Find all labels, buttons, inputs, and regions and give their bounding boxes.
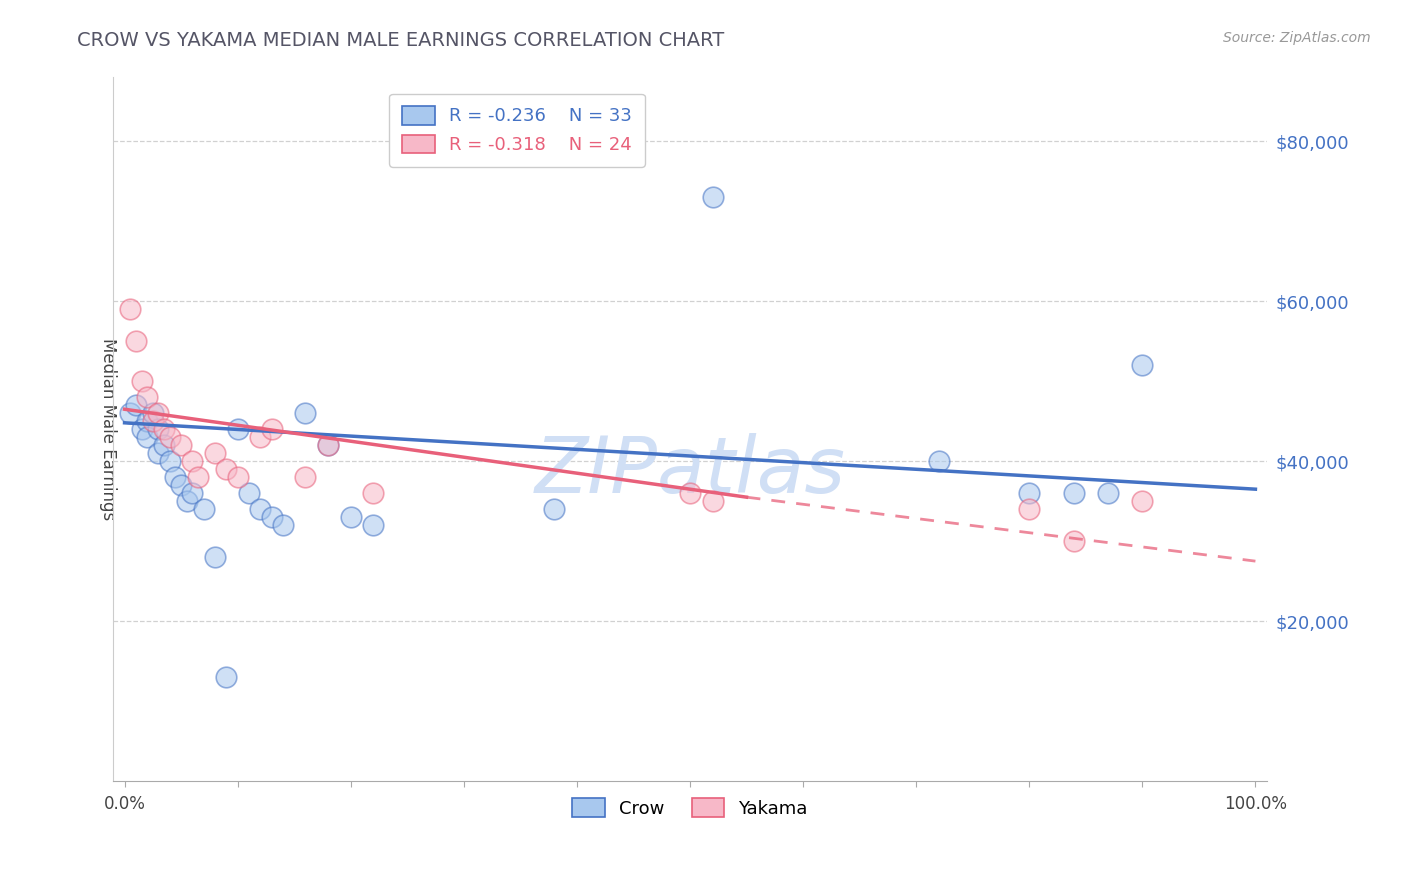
Point — [339, 510, 361, 524]
Point — [316, 438, 339, 452]
Text: CROW VS YAKAMA MEDIAN MALE EARNINGS CORRELATION CHART: CROW VS YAKAMA MEDIAN MALE EARNINGS CORR… — [77, 31, 724, 50]
Point — [131, 374, 153, 388]
Point — [702, 190, 724, 204]
Point — [238, 486, 260, 500]
Text: Source: ZipAtlas.com: Source: ZipAtlas.com — [1223, 31, 1371, 45]
Point — [215, 670, 238, 684]
Point — [249, 502, 271, 516]
Point — [260, 510, 283, 524]
Point — [120, 302, 142, 317]
Point — [148, 422, 170, 436]
Point — [159, 430, 181, 444]
Point — [170, 478, 193, 492]
Legend: Crow, Yakama: Crow, Yakama — [565, 791, 815, 825]
Point — [170, 438, 193, 452]
Point — [204, 446, 226, 460]
Point — [125, 334, 148, 349]
Point — [136, 390, 159, 404]
Point — [181, 454, 204, 468]
Point — [1097, 486, 1119, 500]
Text: ZIPatlas: ZIPatlas — [534, 434, 845, 509]
Point — [153, 438, 176, 452]
Point — [271, 518, 294, 533]
Point — [204, 550, 226, 565]
Point — [136, 430, 159, 444]
Point — [181, 486, 204, 500]
Point — [226, 470, 249, 484]
Point — [142, 406, 165, 420]
Point — [148, 406, 170, 420]
Point — [260, 422, 283, 436]
Point — [1063, 486, 1085, 500]
Point — [176, 494, 198, 508]
Point — [316, 438, 339, 452]
Point — [136, 414, 159, 428]
Point — [702, 494, 724, 508]
Point — [1018, 486, 1040, 500]
Point — [131, 422, 153, 436]
Point — [363, 518, 385, 533]
Point — [294, 406, 316, 420]
Point — [928, 454, 950, 468]
Point — [187, 470, 209, 484]
Point — [159, 454, 181, 468]
Point — [153, 422, 176, 436]
Point — [363, 486, 385, 500]
Y-axis label: Median Male Earnings: Median Male Earnings — [100, 338, 117, 520]
Point — [226, 422, 249, 436]
Point — [1018, 502, 1040, 516]
Point — [142, 414, 165, 428]
Point — [1130, 494, 1153, 508]
Point — [165, 470, 187, 484]
Point — [215, 462, 238, 476]
Point — [249, 430, 271, 444]
Point — [1063, 534, 1085, 549]
Point — [148, 446, 170, 460]
Point — [193, 502, 215, 516]
Point — [679, 486, 702, 500]
Point — [1130, 358, 1153, 372]
Point — [125, 398, 148, 412]
Point — [120, 406, 142, 420]
Point — [294, 470, 316, 484]
Point — [543, 502, 565, 516]
